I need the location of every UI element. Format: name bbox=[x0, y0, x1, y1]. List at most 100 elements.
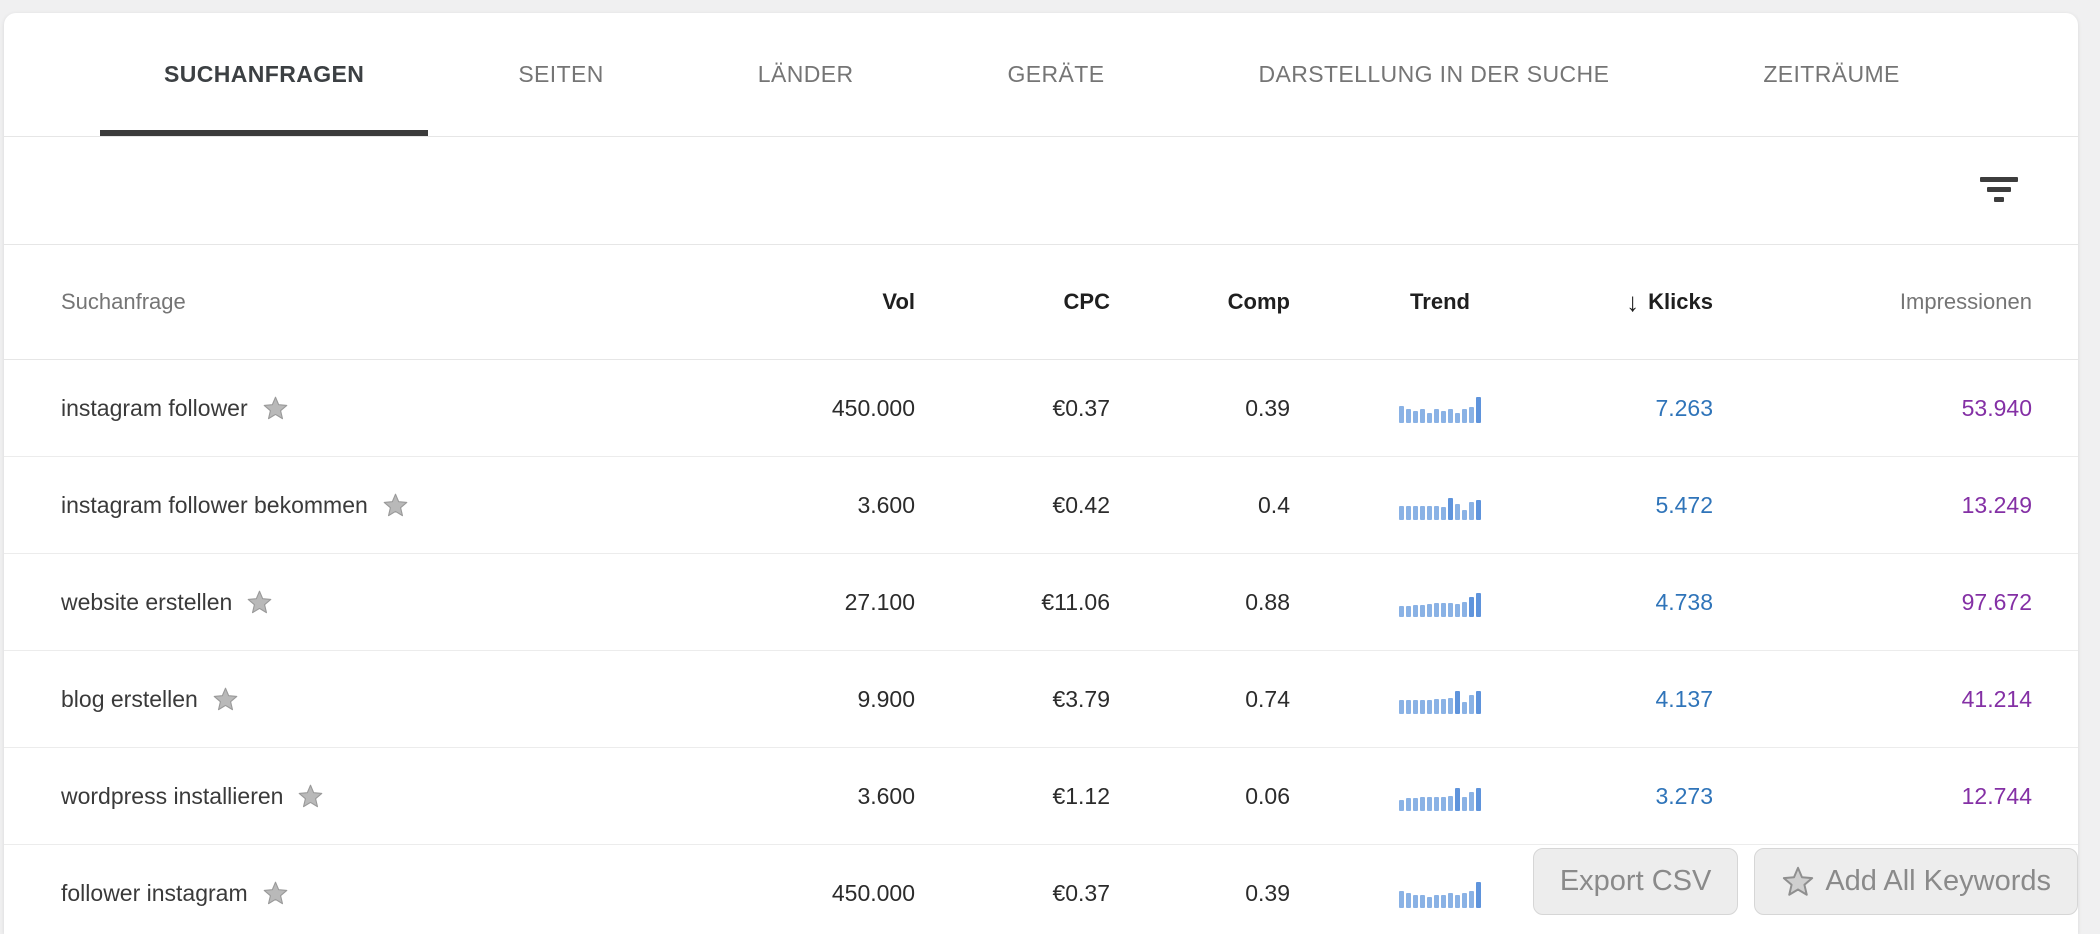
keyword-cell: instagram follower bbox=[61, 395, 730, 422]
report-tabs: SUCHANFRAGEN SEITEN LÄNDER GERÄTE DARSTELLUN… bbox=[4, 13, 2078, 137]
trend-bar bbox=[1448, 893, 1453, 908]
table-body: instagram follower 450.000 €0.37 0.39 7.263 5… bbox=[4, 360, 2078, 934]
trend-bar bbox=[1455, 504, 1460, 520]
comp-cell: 0.88 bbox=[1245, 588, 1290, 615]
trend-bar bbox=[1427, 797, 1432, 811]
keyword-cell: follower instagram bbox=[61, 880, 730, 907]
trend-bar bbox=[1462, 510, 1467, 520]
trend-bar bbox=[1469, 597, 1474, 617]
keyword-cell: website erstellen bbox=[61, 589, 730, 616]
trend-bar bbox=[1434, 797, 1439, 811]
trend-bar bbox=[1469, 502, 1474, 520]
column-header-suchanfrage: Suchanfrage bbox=[61, 289, 186, 314]
filter-bar bbox=[4, 137, 2078, 245]
trend-bar bbox=[1462, 602, 1467, 617]
trend-bar bbox=[1434, 506, 1439, 520]
trend-bar bbox=[1476, 500, 1481, 520]
vol-cell: 27.100 bbox=[844, 588, 915, 615]
table-row[interactable]: instagram follower 450.000 €0.37 0.39 7.263 5… bbox=[4, 360, 2078, 457]
star-icon[interactable] bbox=[262, 395, 289, 422]
cpc-cell: €0.42 bbox=[1052, 491, 1110, 518]
star-icon[interactable] bbox=[212, 686, 239, 713]
trend-sparkline bbox=[1290, 684, 1590, 714]
trend-bar bbox=[1462, 893, 1467, 908]
trend-bar bbox=[1476, 593, 1481, 617]
trend-bar bbox=[1476, 788, 1481, 811]
table-row[interactable]: blog erstellen 9.900 €3.79 0.74 4.137 41.214 bbox=[4, 651, 2078, 748]
export-csv-button[interactable]: Export CSV bbox=[1532, 848, 1739, 915]
column-header-trend: Trend bbox=[1410, 289, 1470, 314]
tab-länder[interactable]: LÄNDER bbox=[757, 61, 854, 87]
trend-bar bbox=[1469, 891, 1474, 908]
table-header-row: Suchanfrage Vol CPC Comp Trend ↓ Klicks … bbox=[4, 245, 2078, 360]
trend-bar bbox=[1441, 411, 1446, 423]
trend-bar bbox=[1406, 606, 1411, 617]
table-row[interactable]: website erstellen 27.100 €11.06 0.88 4.738 97… bbox=[4, 554, 2078, 651]
trend-bar bbox=[1469, 407, 1474, 423]
trend-bar bbox=[1455, 895, 1460, 908]
trend-bar bbox=[1399, 606, 1404, 617]
comp-cell: 0.74 bbox=[1245, 685, 1290, 712]
trend-bar bbox=[1441, 699, 1446, 714]
trend-bar bbox=[1406, 700, 1411, 714]
column-header-klicks[interactable]: ↓ Klicks bbox=[1626, 286, 1713, 317]
cpc-cell: €3.79 bbox=[1052, 685, 1110, 712]
trend-bar bbox=[1476, 691, 1481, 714]
trend-bar bbox=[1476, 397, 1481, 423]
trend-bar bbox=[1462, 797, 1467, 811]
vol-cell: 9.900 bbox=[857, 685, 915, 712]
trend-bar bbox=[1434, 895, 1439, 908]
vol-cell: 450.000 bbox=[831, 394, 915, 421]
table-row[interactable]: instagram follower bekommen 3.600 €0.42 0.4… bbox=[4, 457, 2078, 554]
keyword-label: blog erstellen bbox=[61, 685, 198, 712]
keywords-everywhere-overlay: Export CSV Add All Keywords bbox=[1532, 848, 2078, 915]
trend-bar bbox=[1448, 796, 1453, 811]
keyword-label: instagram follower bbox=[61, 394, 248, 421]
trend-bar bbox=[1399, 891, 1404, 908]
tab-seiten[interactable]: SEITEN bbox=[518, 61, 604, 87]
table-row[interactable]: follower instagram 450.000 €0.37 0.39 bbox=[4, 845, 2078, 934]
cpc-cell: €11.06 bbox=[1041, 588, 1110, 615]
trend-bar bbox=[1462, 409, 1467, 423]
search-performance-panel: SUCHANFRAGEN SEITEN LÄNDER GERÄTE DARSTELLUN… bbox=[4, 13, 2078, 934]
star-icon[interactable] bbox=[297, 783, 324, 810]
add-all-keywords-button[interactable]: Add All Keywords bbox=[1754, 848, 2078, 915]
trend-bar bbox=[1413, 506, 1418, 520]
tab-suchanfragen[interactable]: SUCHANFRAGEN bbox=[100, 13, 429, 136]
trend-bar bbox=[1413, 411, 1418, 423]
trend-bar bbox=[1427, 506, 1432, 520]
impressionen-cell: 53.940 bbox=[1961, 394, 2032, 421]
trend-bar bbox=[1406, 409, 1411, 423]
impressionen-cell: 41.214 bbox=[1961, 685, 2032, 712]
table-row[interactable]: wordpress installieren 3.600 €1.12 0.06 3.27… bbox=[4, 748, 2078, 845]
tab-geräte[interactable]: GERÄTE bbox=[1007, 61, 1105, 87]
trend-bar bbox=[1434, 409, 1439, 423]
trend-bar bbox=[1420, 797, 1425, 811]
star-icon[interactable] bbox=[246, 589, 273, 616]
trend-bar bbox=[1420, 506, 1425, 520]
impressionen-cell: 13.249 bbox=[1961, 491, 2032, 518]
star-icon[interactable] bbox=[262, 880, 289, 907]
klicks-cell: 4.738 bbox=[1655, 588, 1713, 615]
trend-bar bbox=[1427, 897, 1432, 908]
keyword-cell: blog erstellen bbox=[61, 686, 730, 713]
cpc-cell: €0.37 bbox=[1052, 879, 1110, 906]
keyword-label: instagram follower bekommen bbox=[61, 491, 368, 518]
star-icon[interactable] bbox=[382, 492, 409, 519]
trend-sparkline bbox=[1290, 878, 1590, 908]
column-header-vol: Vol bbox=[882, 289, 915, 314]
tab-darstellung-in-der-suche[interactable]: DARSTELLUNG IN DER SUCHE bbox=[1258, 61, 1610, 87]
star-icon bbox=[1781, 865, 1815, 899]
impressionen-cell: 97.672 bbox=[1961, 588, 2032, 615]
trend-sparkline bbox=[1290, 490, 1590, 520]
column-header-impressionen[interactable]: Impressionen bbox=[1899, 289, 2032, 314]
tab-zeiträume[interactable]: ZEITRÄUME bbox=[1763, 61, 1900, 87]
trend-bar bbox=[1399, 406, 1404, 423]
cpc-cell: €0.37 bbox=[1052, 394, 1110, 421]
vol-cell: 450.000 bbox=[831, 879, 915, 906]
trend-bar bbox=[1420, 700, 1425, 714]
trend-bar bbox=[1455, 691, 1460, 714]
column-header-comp: Comp bbox=[1227, 289, 1290, 314]
filter-list-icon[interactable] bbox=[1970, 167, 2028, 214]
trend-bar bbox=[1448, 603, 1453, 617]
